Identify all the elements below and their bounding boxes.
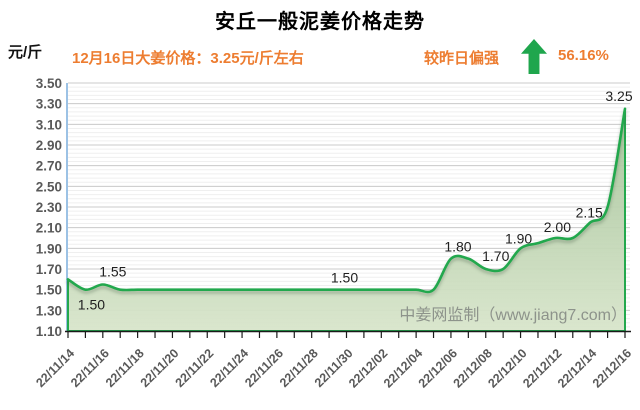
- y-tick-label: 2.50: [36, 179, 62, 194]
- x-tick-label: 22/12/16: [590, 346, 634, 390]
- y-tick-label: 3.10: [36, 117, 62, 132]
- data-point-label: 1.50: [331, 270, 358, 286]
- y-tick-label: 1.30: [36, 303, 62, 318]
- y-tick-label: 2.70: [36, 159, 62, 174]
- data-point-label: 1.50: [78, 297, 105, 313]
- y-tick-label: 2.10: [36, 221, 62, 236]
- page-title: 安丘一般泥姜价格走势: [215, 11, 425, 33]
- data-point-label: 2.15: [576, 205, 603, 221]
- watermark-text: 中姜网监制（www.jiang7.com）: [399, 306, 627, 324]
- y-tick-label: 1.10: [36, 324, 62, 339]
- data-point-label: 2.00: [544, 219, 571, 235]
- y-tick-label: 3.30: [36, 97, 62, 112]
- y-tick-label: 2.90: [36, 138, 62, 153]
- price-area: [67, 107, 626, 332]
- data-point-label: 1.70: [482, 248, 509, 264]
- y-tick-label: 2.30: [36, 200, 62, 215]
- data-point-label: 1.80: [444, 239, 471, 255]
- y-axis-unit-label: 元/斤: [8, 44, 43, 61]
- trend-percent: 56.16%: [558, 47, 609, 64]
- y-tick-label: 1.70: [36, 262, 62, 277]
- price-line: [66, 107, 627, 294]
- y-tick-label: 1.90: [36, 241, 62, 256]
- data-point-label: 1.55: [99, 264, 126, 280]
- data-point-label: 3.25: [605, 88, 632, 104]
- data-point-label: 1.90: [505, 230, 532, 246]
- trend-label: 较昨日偏强: [424, 50, 500, 67]
- price-subtitle: 12月16日大姜价格：3.25元/斤左右: [72, 50, 304, 67]
- y-tick-label: 1.50: [36, 283, 62, 298]
- y-tick-label: 3.50: [36, 76, 62, 91]
